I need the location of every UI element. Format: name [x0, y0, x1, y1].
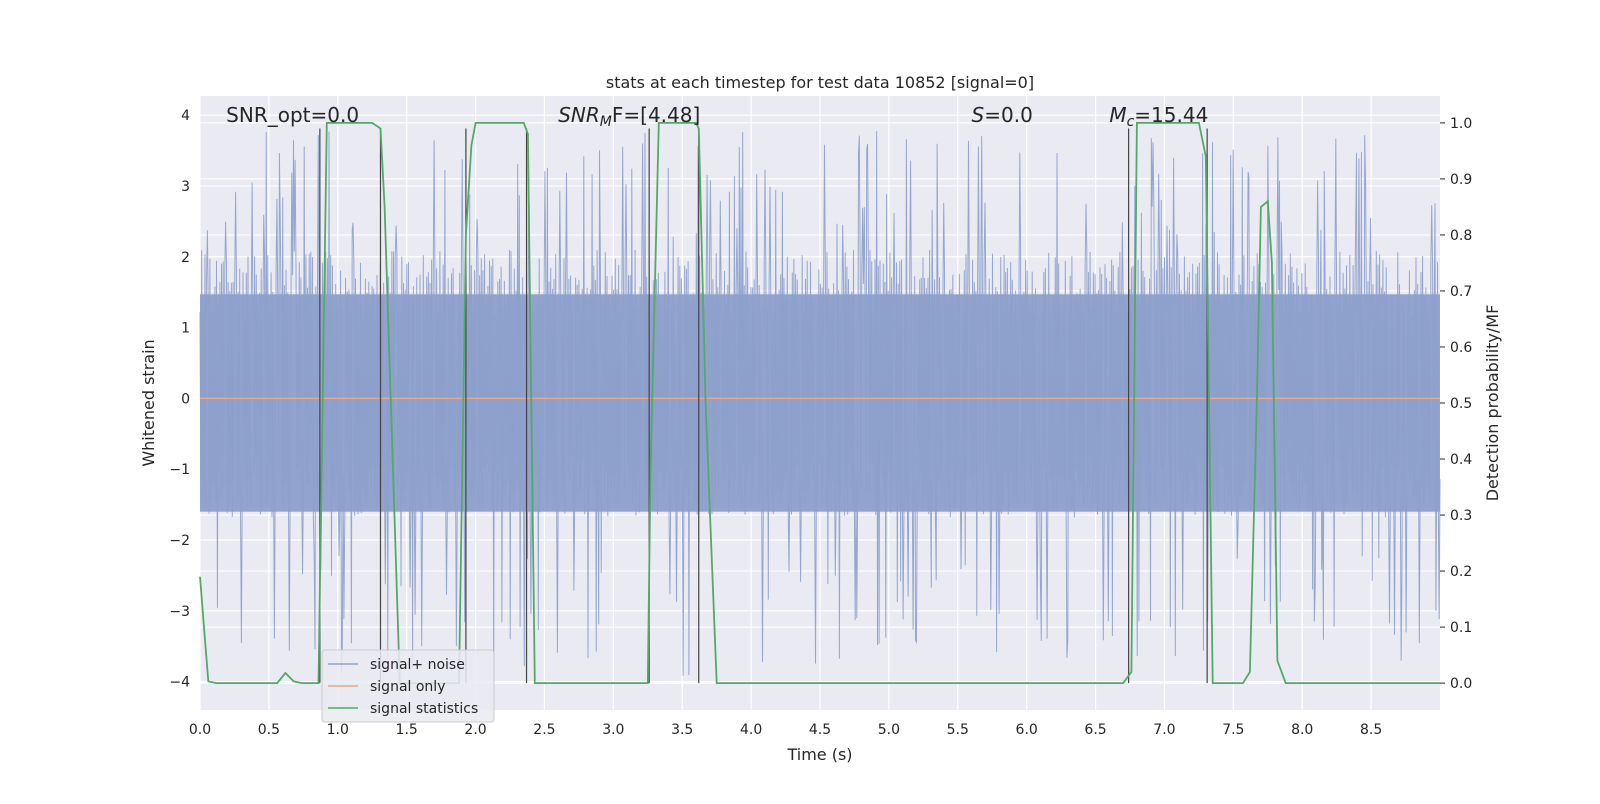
annotation-base: M — [1109, 103, 1126, 127]
legend: signal+ noise signal only signal statist… — [321, 649, 495, 723]
annotation-rest: =0.0 — [984, 103, 1033, 127]
x-tick-label: 0.5 — [258, 722, 280, 738]
x-tick-labels: 0.0 0.5 1.0 1.5 2.0 2.5 3.0 3.5 4.0 4.5 5.0 5.5 6.0 6… — [189, 722, 1382, 738]
annotation: SNRMF=[4.48] — [558, 103, 700, 130]
x-tick-label: 6.0 — [1016, 722, 1038, 738]
annotations: SNR_opt=0.0 SNRMF=[4.48] S=0.0 Mc=15.44 — [226, 103, 1208, 130]
y-axis-label: Whitened strain — [139, 339, 158, 466]
y-tick-label: 1 — [181, 321, 190, 337]
legend-label-statistics: signal statistics — [370, 701, 478, 717]
legend-box — [321, 649, 495, 723]
y2-tick-labels: 0.0 0.1 0.2 0.3 0.4 0.5 0.6 0.7 0.8 0.9 1.0 — [1440, 116, 1472, 692]
x-tick-label: 8.5 — [1360, 722, 1382, 738]
x-tick-label: 2.0 — [464, 722, 486, 738]
y2-tick-label: 0.5 — [1450, 396, 1472, 412]
y2-tick-label: 0.1 — [1450, 620, 1472, 636]
y-tick-label: −1 — [169, 462, 190, 478]
x-tick-label: 7.0 — [1153, 722, 1175, 738]
y2-tick-label: 0.2 — [1450, 564, 1472, 580]
annotation-subscript: M — [600, 114, 612, 130]
series-signal-noise — [199, 131, 1441, 681]
statistics-line — [199, 122, 1440, 684]
y-tick-label: 4 — [181, 108, 190, 124]
legend-label-noise: signal+ noise — [370, 657, 465, 673]
annotation: S=0.0 — [972, 103, 1033, 127]
x-tick-label: 6.5 — [1084, 722, 1106, 738]
annotation-subscript: c — [1127, 114, 1135, 130]
x-axis-label: Time (s) — [786, 745, 852, 764]
x-tick-label: 0.0 — [189, 722, 211, 738]
y2-axis-label: Detection probability/MF — [1483, 305, 1502, 502]
x-tick-label: 4.5 — [809, 722, 831, 738]
legend-label-signal-only: signal only — [370, 679, 445, 695]
chart-title: stats at each timestep for test data 108… — [606, 73, 1034, 92]
x-tick-label: 3.5 — [671, 722, 693, 738]
y-tick-label: 0 — [181, 391, 190, 407]
y2-tick-label: 0.3 — [1450, 508, 1472, 524]
annotation-rest: =15.44 — [1134, 103, 1208, 127]
x-tick-label: 4.0 — [740, 722, 762, 738]
x-tick-label: 3.0 — [602, 722, 624, 738]
x-tick-label: 5.5 — [947, 722, 969, 738]
y2-tick-label: 0.7 — [1450, 284, 1472, 300]
annotation: Mc=15.44 — [1109, 103, 1208, 130]
y-tick-label: −3 — [169, 604, 190, 620]
x-tick-label: 1.5 — [396, 722, 418, 738]
x-tick-label: 5.0 — [878, 722, 900, 738]
x-tick-label: 2.5 — [533, 722, 555, 738]
x-tick-label: 1.0 — [327, 722, 349, 738]
y-tick-labels: −4 −3 −2 −1 0 1 2 3 4 — [169, 108, 190, 691]
annotation-base: SNR — [558, 103, 600, 127]
y2-tick-label: 0.6 — [1450, 340, 1472, 356]
annotation-base: S — [972, 103, 985, 127]
y2-tick-label: 0.8 — [1450, 228, 1472, 244]
x-tick-label: 8.0 — [1291, 722, 1313, 738]
y-tick-label: 2 — [181, 250, 190, 266]
y-tick-label: −2 — [169, 533, 190, 549]
series-signal-statistics — [199, 122, 1440, 684]
y-tick-label: 3 — [181, 179, 190, 195]
y2-tick-label: 1.0 — [1450, 116, 1472, 132]
y2-tick-label: 0.4 — [1450, 452, 1472, 468]
annotation-rest: F=[4.48] — [612, 103, 700, 127]
y2-tick-label: 0.9 — [1450, 172, 1472, 188]
y-tick-label: −4 — [169, 675, 190, 691]
noise-trace — [199, 131, 1441, 681]
annotation: SNR_opt=0.0 — [226, 103, 359, 127]
x-tick-label: 7.5 — [1222, 722, 1244, 738]
y2-tick-label: 0.0 — [1450, 676, 1472, 692]
